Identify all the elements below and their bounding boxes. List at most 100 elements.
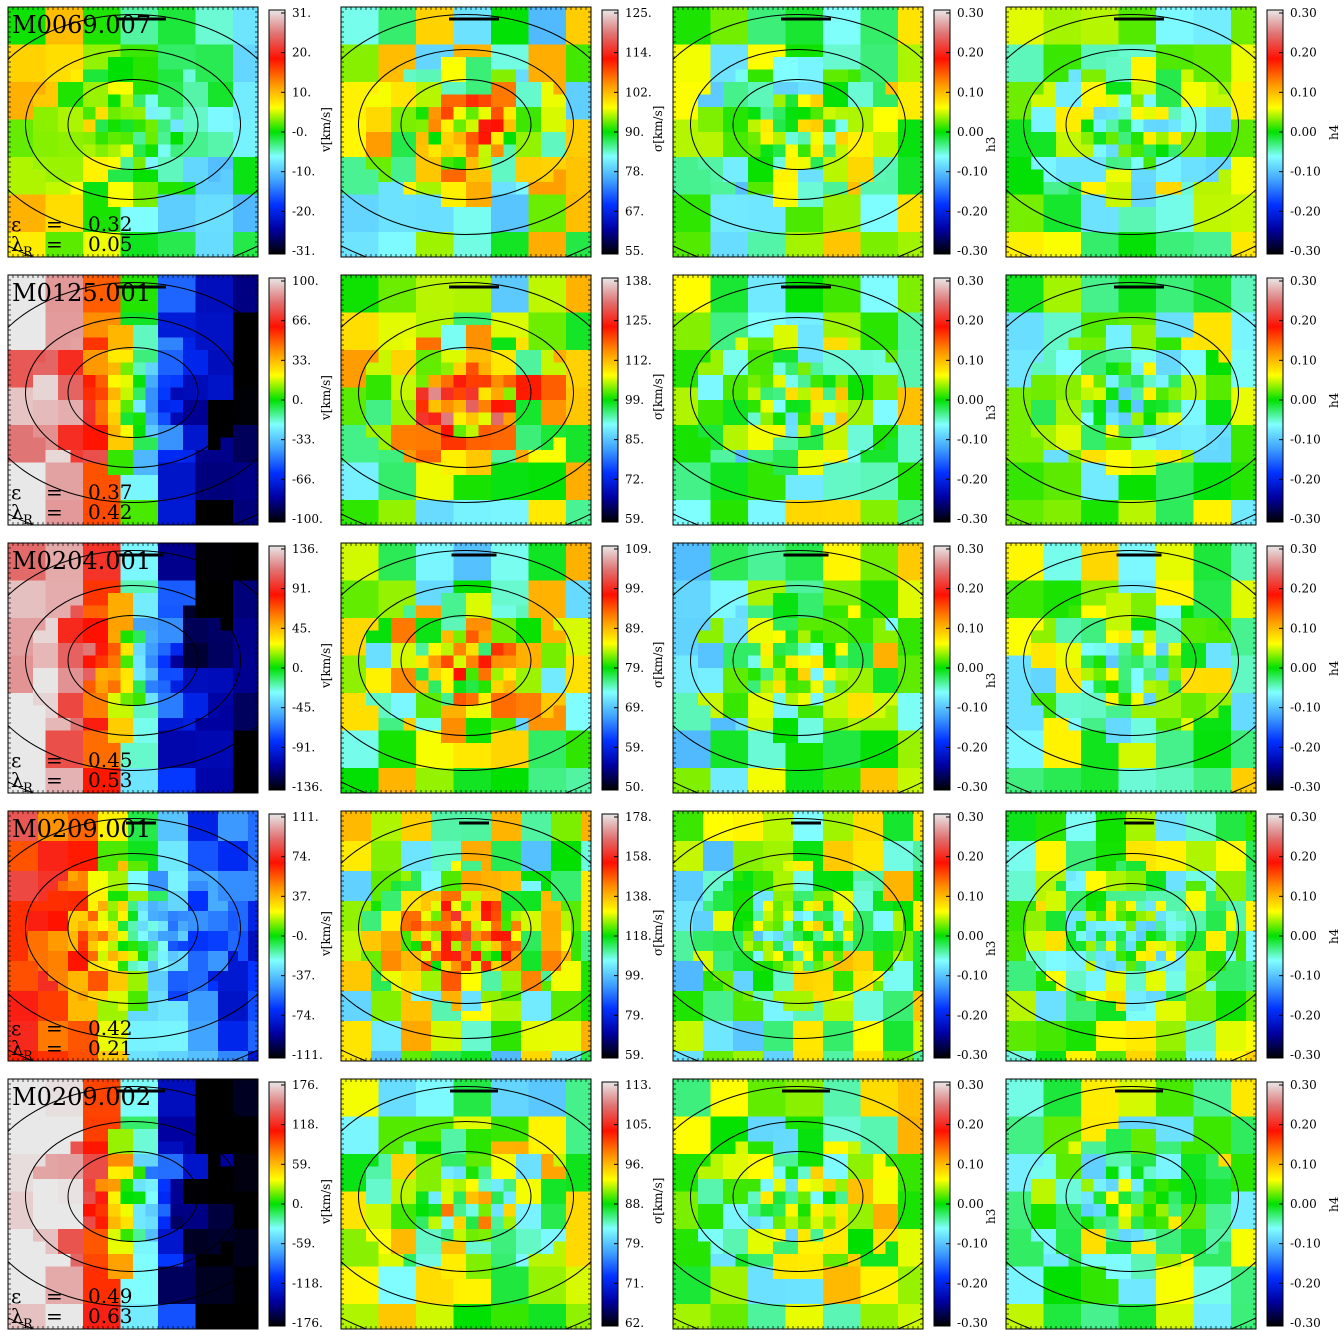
spaxel xyxy=(1243,144,1256,158)
spaxel xyxy=(723,300,737,314)
spaxel xyxy=(478,475,492,489)
spaxel xyxy=(873,325,887,339)
spaxel xyxy=(1006,412,1020,426)
spaxel xyxy=(170,350,184,364)
spaxel xyxy=(158,312,172,326)
spaxel xyxy=(95,337,109,351)
spaxel xyxy=(785,132,799,146)
spaxel xyxy=(553,7,567,21)
spaxel xyxy=(1106,462,1120,476)
spaxel xyxy=(1081,375,1095,389)
spaxel xyxy=(341,57,355,71)
spaxel xyxy=(391,312,405,326)
spaxel xyxy=(466,412,480,426)
spaxel xyxy=(541,132,555,146)
spaxel xyxy=(566,500,580,514)
spaxel xyxy=(578,500,591,514)
spaxel xyxy=(885,412,899,426)
spaxel xyxy=(133,287,147,301)
spaxel xyxy=(133,69,147,83)
spaxel xyxy=(885,219,899,233)
spaxel xyxy=(873,219,887,233)
spaxel xyxy=(1206,94,1220,108)
spaxel xyxy=(245,387,258,401)
spaxel xyxy=(158,350,172,364)
spaxel xyxy=(898,44,912,58)
spaxel xyxy=(233,232,247,246)
spaxel xyxy=(773,325,787,339)
spaxel xyxy=(491,82,505,96)
spaxel xyxy=(466,144,480,158)
spaxel xyxy=(8,207,22,221)
spaxel xyxy=(1131,400,1145,414)
spaxel xyxy=(898,475,912,489)
spaxel xyxy=(428,157,442,171)
spaxel xyxy=(8,57,22,71)
spaxel xyxy=(491,19,505,33)
spaxel xyxy=(810,32,824,46)
spaxel xyxy=(1131,475,1145,489)
spaxel xyxy=(835,400,849,414)
spaxel xyxy=(133,412,147,426)
spaxel xyxy=(366,500,380,514)
spaxel xyxy=(416,232,430,246)
spaxel xyxy=(441,244,455,257)
spaxel xyxy=(378,94,392,108)
spaxel xyxy=(428,57,442,71)
spaxel xyxy=(1118,7,1132,21)
spaxel xyxy=(353,450,367,464)
spaxel xyxy=(58,82,72,96)
spaxel xyxy=(898,169,912,183)
spaxel xyxy=(353,157,367,171)
colorbar-tick-label: 100. xyxy=(292,274,319,288)
spaxel xyxy=(685,44,699,58)
spaxel xyxy=(145,275,159,289)
spaxel xyxy=(95,182,109,196)
spaxel xyxy=(553,275,567,289)
spaxel xyxy=(195,362,209,376)
spaxel xyxy=(673,119,687,133)
colorbar-axis-label: σ[km/s] xyxy=(651,374,665,420)
spaxel xyxy=(723,350,737,364)
spaxel xyxy=(1018,119,1032,133)
spaxel xyxy=(145,32,159,46)
spaxel xyxy=(403,462,417,476)
spaxel xyxy=(1093,207,1107,221)
colorbar-tick-label: 33. xyxy=(292,353,311,367)
spaxel xyxy=(553,244,567,257)
spaxel xyxy=(1156,44,1170,58)
spaxel xyxy=(416,32,430,46)
spaxel xyxy=(8,412,22,426)
spaxel xyxy=(145,300,159,314)
spaxel xyxy=(1156,19,1170,33)
spaxel xyxy=(1031,412,1045,426)
lambda-subscript: R xyxy=(23,513,34,528)
spaxel xyxy=(823,500,837,514)
spaxel xyxy=(1143,362,1157,376)
spaxel xyxy=(1043,425,1057,439)
spaxel xyxy=(58,300,72,314)
spaxel xyxy=(566,387,580,401)
colorbar-tick-label: 112. xyxy=(625,353,652,367)
spaxel xyxy=(416,194,430,208)
spaxel xyxy=(1118,412,1132,426)
spaxel xyxy=(1168,375,1182,389)
spaxel xyxy=(391,512,405,525)
spaxel xyxy=(1231,337,1245,351)
spaxel xyxy=(810,119,824,133)
spaxel xyxy=(366,387,380,401)
spaxel xyxy=(685,425,699,439)
spaxel xyxy=(1156,232,1170,246)
spaxel xyxy=(1018,475,1032,489)
spaxel xyxy=(1243,500,1256,514)
spaxel xyxy=(1181,425,1195,439)
spaxel xyxy=(466,425,480,439)
spaxel xyxy=(760,425,774,439)
spaxel xyxy=(1006,44,1020,58)
spaxel xyxy=(120,82,134,96)
spaxel xyxy=(70,312,84,326)
spaxel xyxy=(453,450,467,464)
spaxel xyxy=(58,219,72,233)
spaxel xyxy=(685,475,699,489)
spaxel xyxy=(1006,182,1020,196)
